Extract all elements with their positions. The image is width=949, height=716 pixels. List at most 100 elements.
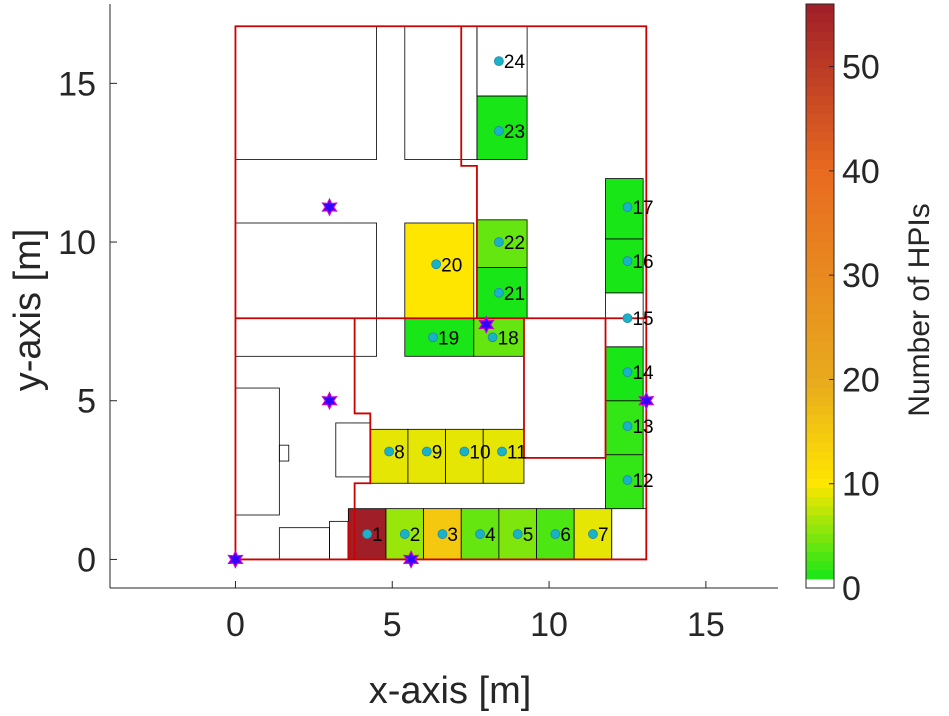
node-label: 2 [410,525,421,546]
colorbar-frame [805,3,835,589]
colorbar-segment [806,86,834,96]
node-point [487,332,498,343]
room-outline [404,25,478,160]
node-point [428,332,438,343]
colorbar-segment [806,414,834,425]
hpi-cell [482,428,525,484]
colorbar-segment [806,469,834,479]
node-label: 14 [632,363,654,384]
walls [234,25,648,561]
colorbar-segment [806,396,834,406]
colorbar-segment [806,505,834,516]
hpi-cell [605,346,644,402]
colorbar-segment [806,369,834,379]
colorbar-segment [806,104,834,114]
colorbar-segment [806,250,834,260]
room-outline [329,520,349,560]
colorbar-segment [806,95,834,105]
colorbar-segment [806,31,834,41]
colorbar-segment [806,387,834,397]
node-label: 15 [632,309,653,330]
colorbar-segment [806,451,834,461]
colorbar-segment [806,478,834,489]
hpi-cell [605,238,644,294]
colorbar-segment [806,131,834,142]
node-label: 20 [441,255,462,276]
colorbar-segment [806,496,834,507]
colorbar-segment [806,195,834,206]
room-outline [235,387,280,516]
colorbar-segment [806,122,834,133]
colorbar-segment [806,77,834,87]
colorbar-segment [806,22,834,32]
node-label: 19 [438,328,459,349]
node-label: 16 [632,252,653,273]
node-label: 11 [507,443,527,464]
colorbar-segment [806,286,834,297]
colorbar-segment [806,268,834,279]
node-label: 23 [504,122,525,143]
x-tick-label: 0 [226,606,245,644]
hpi-cell [611,508,647,560]
colorbar-segment [806,442,834,452]
colorbar-segment [806,323,834,333]
node-label: 8 [394,443,405,464]
y-tick-label: 0 [77,541,96,579]
node-label: 12 [632,471,653,492]
node-label: 17 [632,198,653,219]
colorbar-segment [806,13,834,23]
node-point [493,237,504,247]
node-point [622,475,633,485]
anchor-star [227,550,244,569]
colorbar-segment [806,140,834,151]
colorbar-segment [806,460,834,470]
colorbar-tick-label: 10 [842,466,880,504]
node-label: 9 [432,443,443,464]
colorbar-segment [806,4,834,14]
colorbar-segment [806,177,834,187]
colorbar-segment [806,113,834,124]
node-label: 5 [523,525,534,546]
colorbar-segment [806,186,834,197]
colorbar-segment [806,578,834,589]
node-point [497,446,507,457]
colorbar-segment [806,259,834,270]
colorbar-segment [806,277,834,288]
colorbar-segment [806,168,834,178]
node-label: 24 [504,52,526,73]
node-point [622,256,633,266]
colorbar-segment [806,332,834,343]
colorbar-segment [806,204,834,215]
colorbar-segment [806,524,834,534]
colorbar-segment [806,405,834,416]
x-axis-label: x-axis [m] [369,670,532,712]
anchor-star [402,550,420,569]
node-point [588,529,598,539]
colorbar-segment [806,159,834,169]
colorbar-segment [806,150,834,160]
anchors [227,197,655,569]
colorbar-segment [806,58,834,69]
node-label: 22 [504,233,525,254]
node-point [421,446,432,457]
y-tick-label: 10 [58,224,96,262]
colorbar-segment [806,487,834,498]
x-tick-label: 10 [530,606,568,644]
wall-line [523,318,607,459]
node-point [362,529,373,539]
colorbar-segment [806,67,834,78]
node-point [622,202,633,213]
colorbar-segment [806,560,834,571]
colorbar-tick-label: 40 [842,153,880,191]
node-label: 3 [447,525,458,546]
colorbar-segment [806,515,834,525]
anchor-star [321,391,338,411]
x-tick-label: 15 [687,606,725,644]
wall-line [460,26,478,319]
anchor-star [638,391,655,411]
node-point [384,446,395,457]
colorbar-label: Number of HPIs [903,203,936,416]
